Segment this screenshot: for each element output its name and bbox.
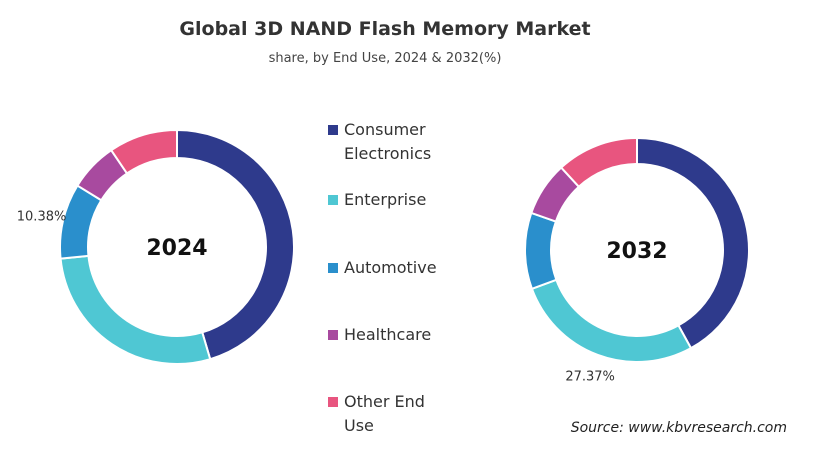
chart-title: Global 3D NAND Flash Memory Market [179,18,590,40]
value-label: 27.37% [565,370,615,385]
legend-item: Automotive [328,256,454,280]
donut-segment [559,136,638,189]
legend-item: Healthcare [328,323,454,347]
legend-item: Consumer Electronics [328,118,454,166]
legend-swatch [328,397,338,407]
source: Source: www.kbvresearch.com [571,420,787,436]
legend-label: Consumer Electronics [344,120,432,163]
legend-label: Healthcare [344,325,432,344]
legend-swatch [328,195,338,205]
center-label: 2032 [606,239,667,264]
donut-segment [524,211,558,291]
donut-segment [176,128,295,361]
legend-swatch [328,125,338,135]
legend-item: Enterprise [328,188,454,212]
legend-swatch [328,263,338,273]
center-label: 2024 [146,236,207,261]
legend-label: Other End Use [344,392,425,435]
legend-item: Other End Use [328,390,454,438]
value-label: 10.38% [17,210,67,225]
donut-segment [530,278,693,363]
legend-label: Automotive [344,258,437,277]
donut-segment [59,254,212,365]
donut-segment [109,128,178,175]
legend-label: Enterprise [344,190,427,209]
chart-subtitle: share, by End Use, 2024 & 2032(%) [269,51,502,66]
legend-swatch [328,330,338,340]
